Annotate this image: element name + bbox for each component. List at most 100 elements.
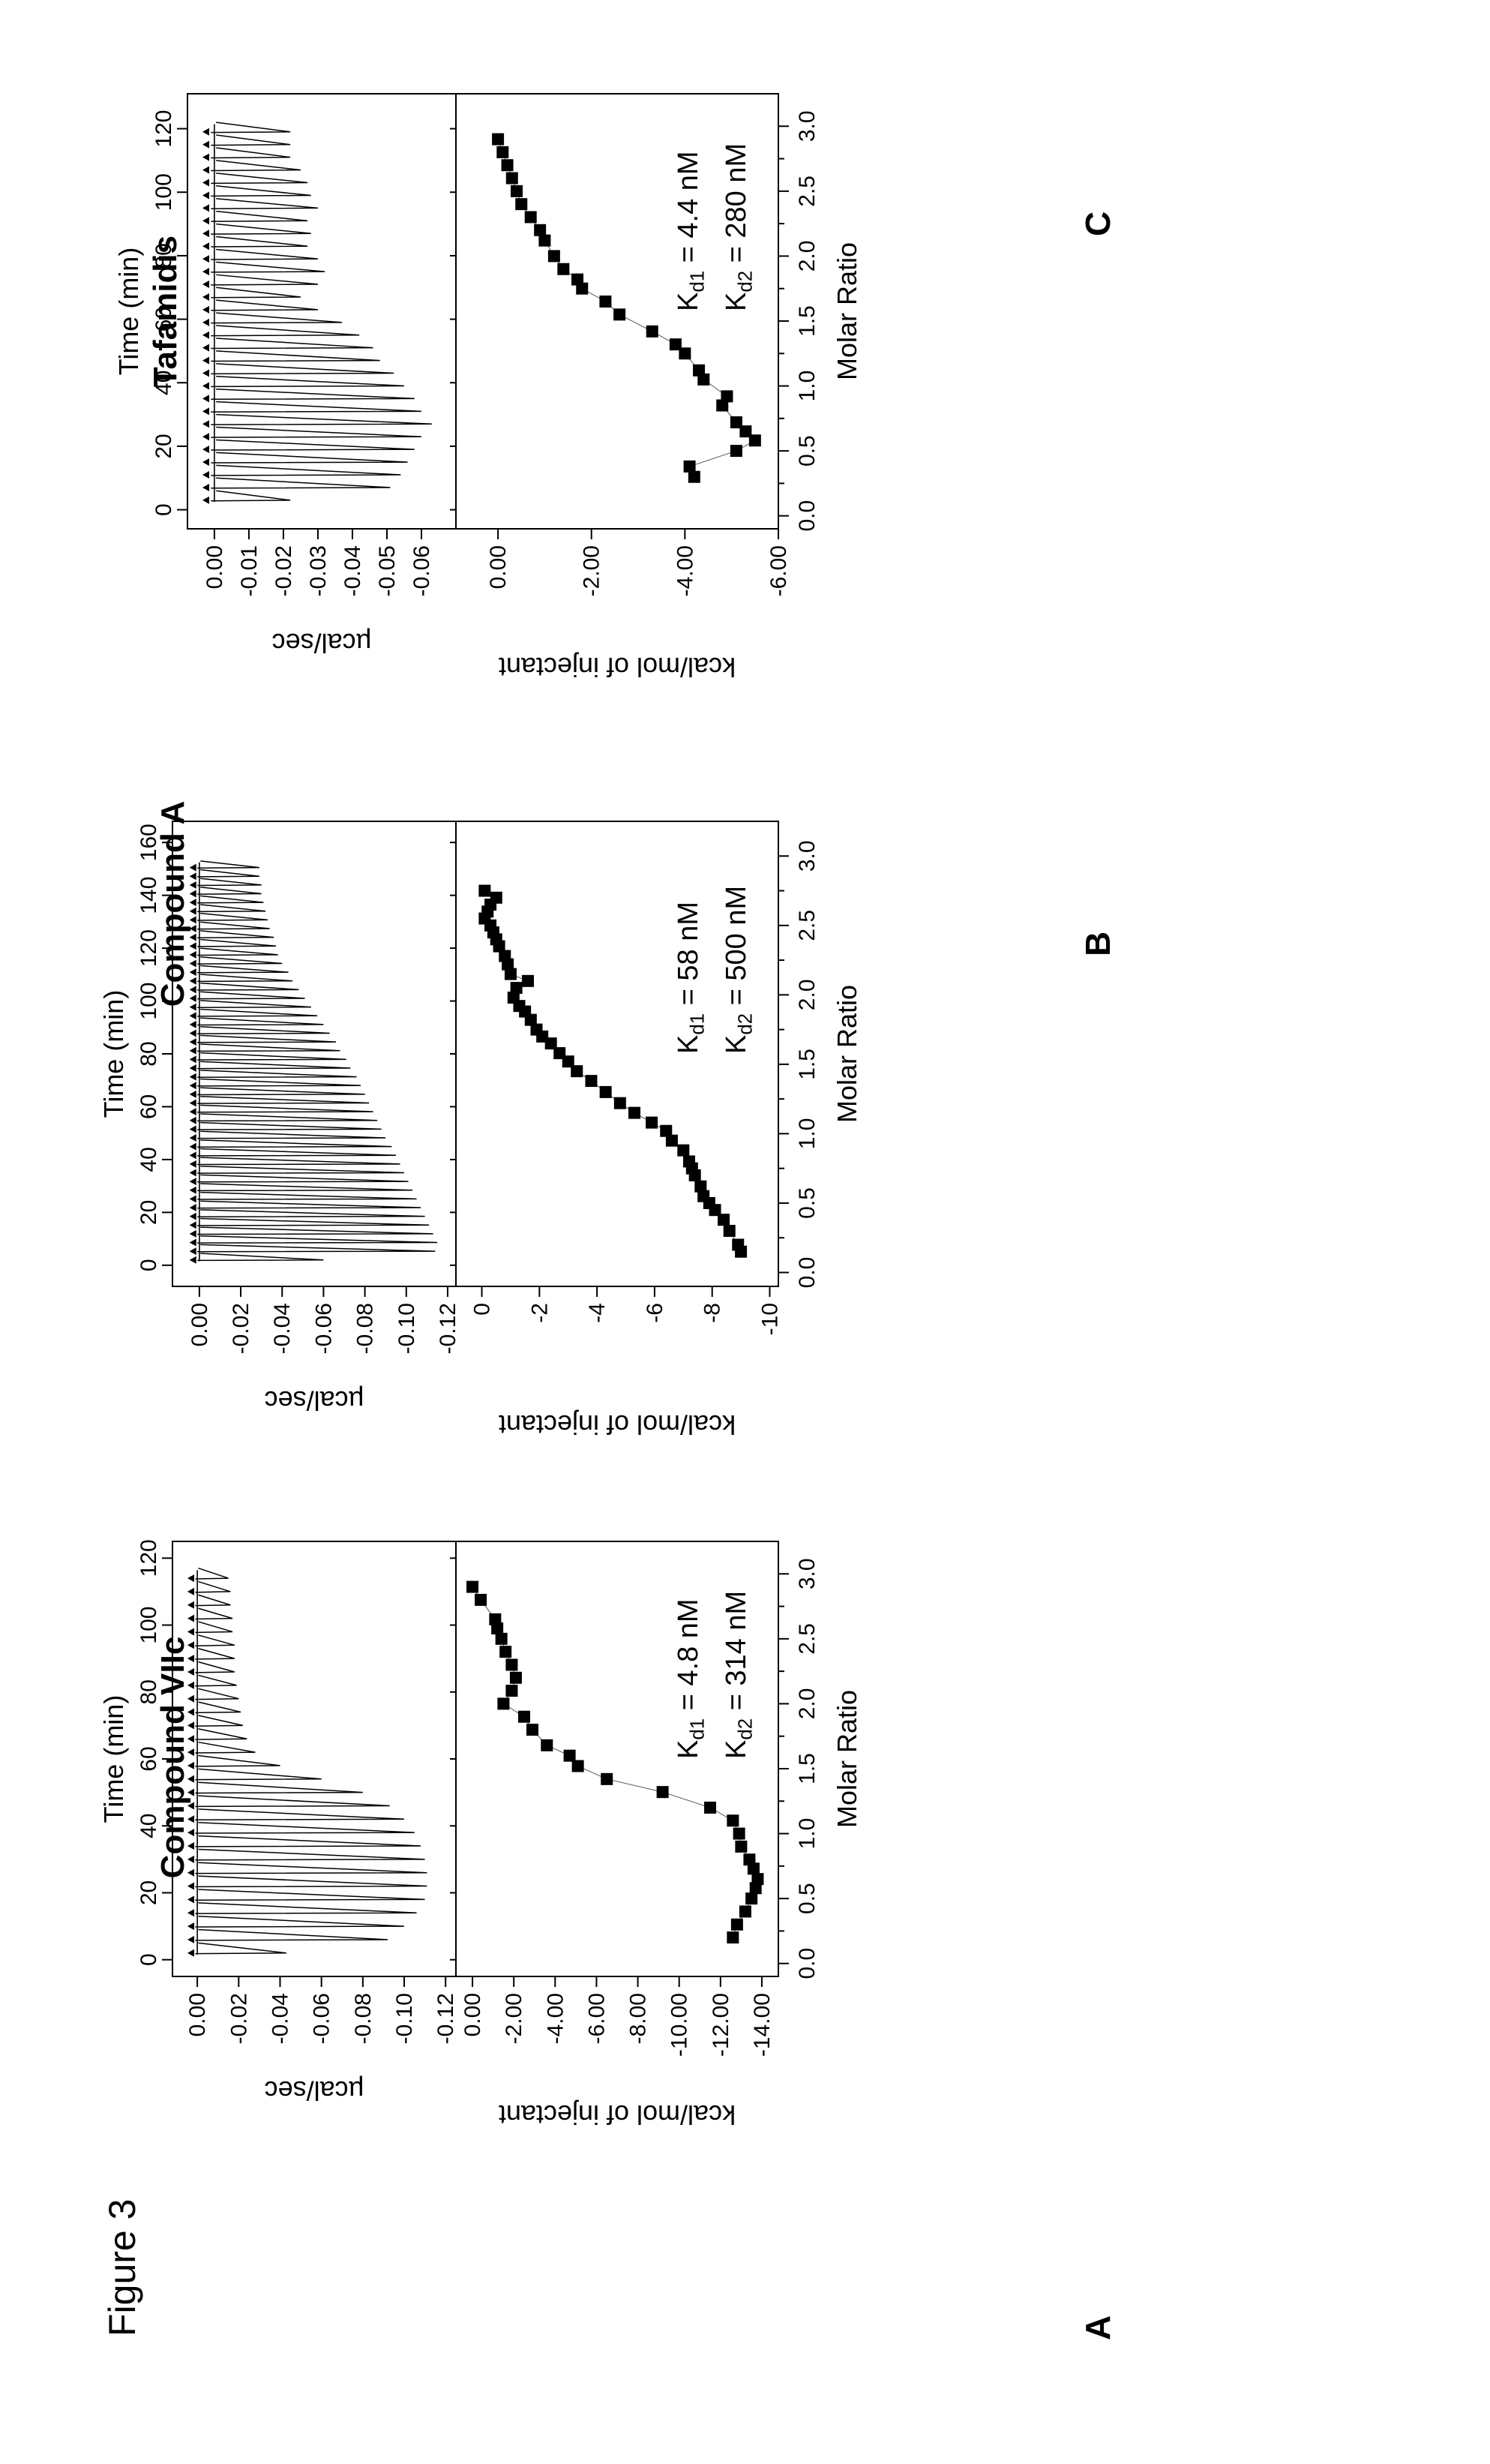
injection-peak (197, 1130, 386, 1139)
peak-marker (189, 907, 196, 915)
top-x-tick-label: 80 (151, 243, 176, 268)
bottom-y-tick-label: -6.00 (766, 545, 791, 596)
injection-peak (195, 1768, 322, 1781)
injection-peak (211, 173, 308, 185)
injection-peak (195, 1594, 231, 1607)
injection-peak (195, 1928, 388, 1941)
peak-marker (189, 1046, 196, 1055)
data-point (517, 1710, 530, 1723)
peak-marker (202, 496, 209, 504)
peak-marker (187, 1855, 194, 1863)
injection-peak (197, 956, 283, 965)
injection-peak (195, 1701, 241, 1714)
injection-peak (197, 930, 274, 938)
injection-peak (195, 1902, 417, 1914)
injection-peak (197, 1209, 425, 1217)
peak-marker (202, 433, 209, 441)
data-point (679, 347, 691, 360)
top-y-tick-label: -0.04 (340, 545, 365, 596)
bottom-y-tick-label: -8 (700, 1303, 725, 1323)
data-point (613, 1097, 626, 1109)
top-y-tick-label: -0.06 (310, 1993, 334, 2044)
panel-letter: B (1078, 932, 1117, 956)
bottom-x-tick-label: 2.0 (795, 979, 820, 1010)
data-point (505, 1685, 518, 1697)
peak-marker (187, 1587, 194, 1595)
peak-marker (189, 1247, 196, 1256)
injection-peak (197, 904, 266, 913)
injection-peak (211, 401, 422, 413)
injection-peak (197, 974, 293, 983)
bottom-x-tick-label: 0.5 (795, 435, 820, 467)
top-x-tick-label: 100 (136, 1607, 161, 1644)
injection-peak (197, 947, 278, 956)
injection-peak (197, 1183, 413, 1192)
data-point (628, 1106, 641, 1119)
injection-peak (211, 210, 308, 222)
top-y-tick-label: -0.04 (268, 1993, 292, 2044)
data-point (495, 1632, 508, 1645)
bottom-y-tick-label: 0 (470, 1303, 495, 1316)
peak-marker (187, 1681, 194, 1689)
peak-marker (189, 890, 196, 898)
data-point (669, 338, 682, 351)
top-y-tick-label: -0.02 (271, 545, 296, 596)
data-point (727, 1814, 739, 1827)
top-y-tick-label: -0.06 (311, 1303, 336, 1354)
injection-peak (211, 160, 301, 172)
top-x-tick-label: 60 (136, 1746, 161, 1771)
injection-peak (197, 1043, 340, 1052)
peak-marker (189, 986, 196, 994)
peak-marker (202, 230, 209, 238)
bottom-x-tick-label: 1.0 (795, 1818, 820, 1850)
injection-peak (211, 452, 408, 464)
data-point (656, 1786, 669, 1799)
data-point (489, 1613, 502, 1625)
peak-marker (202, 395, 209, 403)
peak-marker (189, 1204, 196, 1212)
injection-peak (197, 1026, 330, 1034)
data-point (504, 968, 517, 980)
top-x-tick-label: 100 (136, 983, 161, 1020)
top-y-tick-label: -0.01 (237, 545, 262, 596)
peak-marker (189, 1160, 196, 1168)
peak-marker (189, 1178, 196, 1186)
injection-peak (195, 1889, 425, 1901)
peak-marker (189, 1256, 196, 1264)
data-point (499, 950, 511, 962)
data-point (524, 211, 537, 224)
data-point (735, 1840, 748, 1853)
peak-marker (189, 1238, 196, 1247)
data-point (677, 1144, 690, 1157)
top-y-tick-label: -0.12 (436, 1303, 460, 1354)
top-x-tick-label: 40 (151, 371, 176, 395)
top-y-tick-label: -0.12 (433, 1993, 458, 2044)
injection-peak (197, 921, 270, 930)
injection-peak (195, 1674, 237, 1687)
injection-peak (195, 1580, 231, 1593)
injection-peak (211, 477, 391, 489)
data-point (697, 373, 710, 386)
top-x-tick-label: 60 (151, 307, 176, 332)
data-point (491, 1622, 504, 1634)
data-point (718, 1214, 730, 1226)
injection-peak (195, 1661, 235, 1673)
injection-peak (211, 413, 432, 425)
peak-marker (189, 1029, 196, 1037)
injection-peak (211, 223, 311, 235)
peak-marker (189, 1221, 196, 1229)
peak-marker (187, 1668, 194, 1676)
top-y-tick-label: -0.06 (409, 545, 434, 596)
peak-marker (187, 1748, 194, 1757)
injection-peak (195, 1567, 229, 1580)
peak-marker (189, 950, 196, 959)
data-point (613, 308, 626, 321)
data-point (693, 364, 706, 377)
data-point (748, 434, 761, 447)
peak-marker (202, 407, 209, 416)
data-point (571, 1065, 583, 1078)
peak-marker (189, 1012, 196, 1020)
top-y-tick-label: 0.00 (187, 1303, 212, 1346)
peak-marker (187, 1802, 194, 1810)
peak-marker (187, 1641, 194, 1649)
